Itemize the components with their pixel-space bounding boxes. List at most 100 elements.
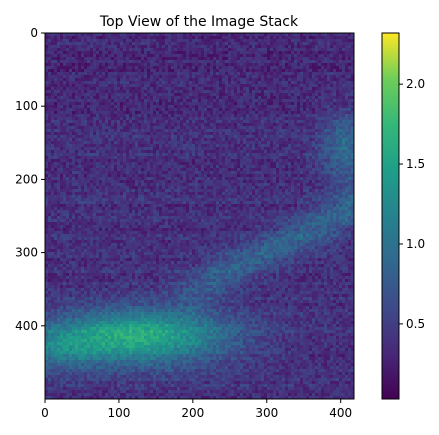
heatmap-cell bbox=[201, 54, 205, 58]
heatmap-cell bbox=[84, 42, 88, 46]
heatmap-cell bbox=[156, 117, 160, 121]
heatmap-cell bbox=[342, 78, 346, 82]
heatmap-cell bbox=[171, 144, 175, 148]
heatmap-cell bbox=[336, 171, 340, 175]
heatmap-cell bbox=[57, 72, 61, 76]
heatmap-cell bbox=[102, 96, 106, 100]
heatmap-cell bbox=[99, 63, 103, 67]
heatmap-cell bbox=[321, 159, 325, 163]
heatmap-cell bbox=[249, 168, 253, 172]
heatmap-cell bbox=[75, 177, 79, 181]
heatmap-cell bbox=[45, 87, 49, 91]
heatmap-cell bbox=[51, 135, 55, 139]
heatmap-cell bbox=[174, 36, 178, 40]
heatmap-cell bbox=[96, 120, 100, 124]
heatmap-cell bbox=[135, 123, 139, 127]
heatmap-cell bbox=[225, 42, 229, 46]
heatmap-cell bbox=[111, 147, 115, 151]
heatmap-cell bbox=[312, 45, 316, 49]
heatmap-cell bbox=[81, 42, 85, 46]
heatmap-cell bbox=[291, 174, 295, 178]
heatmap-cell bbox=[282, 39, 286, 43]
heatmap-cell bbox=[204, 87, 208, 91]
heatmap-cell bbox=[282, 144, 286, 148]
heatmap-cell bbox=[327, 108, 331, 112]
heatmap-cell bbox=[225, 102, 229, 106]
heatmap-cell bbox=[180, 48, 184, 52]
heatmap-cell bbox=[267, 174, 271, 178]
heatmap-cell bbox=[312, 36, 316, 40]
heatmap-cell bbox=[90, 108, 94, 112]
heatmap-cell bbox=[48, 69, 52, 73]
heatmap-cell bbox=[279, 156, 283, 160]
heatmap-cell bbox=[348, 102, 352, 106]
heatmap-cell bbox=[102, 36, 106, 40]
heatmap-cell bbox=[234, 63, 238, 67]
heatmap-cell bbox=[129, 33, 133, 37]
heatmap-cell bbox=[75, 54, 79, 58]
heatmap-cell bbox=[249, 108, 253, 112]
heatmap-cell bbox=[324, 117, 328, 121]
heatmap-cell bbox=[243, 96, 247, 100]
heatmap-cell bbox=[273, 96, 277, 100]
heatmap-cell bbox=[93, 90, 97, 94]
heatmap-cell bbox=[243, 150, 247, 154]
heatmap-cell bbox=[216, 168, 220, 172]
heatmap-cell bbox=[84, 81, 88, 85]
heatmap-cell bbox=[120, 99, 124, 103]
heatmap-cell bbox=[102, 54, 106, 58]
heatmap-cell bbox=[324, 102, 328, 106]
heatmap-cell bbox=[261, 93, 265, 97]
heatmap-cell bbox=[300, 150, 304, 154]
heatmap-cell bbox=[213, 147, 217, 151]
heatmap-cell bbox=[123, 72, 127, 76]
heatmap-cell bbox=[192, 159, 196, 163]
heatmap-cell bbox=[138, 126, 142, 130]
heatmap-cell bbox=[285, 69, 289, 73]
heatmap-cell bbox=[198, 129, 202, 133]
heatmap-cell bbox=[192, 99, 196, 103]
heatmap-cell bbox=[315, 126, 319, 130]
heatmap-cell bbox=[63, 120, 67, 124]
heatmap-cell bbox=[195, 120, 199, 124]
heatmap-cell bbox=[72, 60, 76, 64]
heatmap-cell bbox=[90, 78, 94, 82]
heatmap-cell bbox=[132, 99, 136, 103]
heatmap-cell bbox=[231, 159, 235, 163]
heatmap-cell bbox=[240, 162, 244, 166]
heatmap-cell bbox=[96, 126, 100, 130]
heatmap-cell bbox=[75, 66, 79, 70]
heatmap-cell bbox=[297, 138, 301, 142]
heatmap-cell bbox=[189, 123, 193, 127]
heatmap-cell bbox=[192, 171, 196, 175]
heatmap-cell bbox=[234, 60, 238, 64]
heatmap-cell bbox=[135, 102, 139, 106]
heatmap-cell bbox=[123, 66, 127, 70]
heatmap-cell bbox=[273, 60, 277, 64]
heatmap-cell bbox=[291, 171, 295, 175]
heatmap-cell bbox=[279, 123, 283, 127]
heatmap-cell bbox=[129, 159, 133, 163]
heatmap-cell bbox=[243, 60, 247, 64]
heatmap-cell bbox=[144, 51, 148, 55]
heatmap-cell bbox=[156, 57, 160, 61]
heatmap-cell bbox=[237, 141, 241, 145]
heatmap-cell bbox=[297, 120, 301, 124]
heatmap-cell bbox=[222, 144, 226, 148]
heatmap-cell bbox=[153, 174, 157, 178]
heatmap-cell bbox=[279, 45, 283, 49]
heatmap-cell bbox=[312, 111, 316, 115]
heatmap-cell bbox=[294, 150, 298, 154]
heatmap-cell bbox=[207, 126, 211, 130]
heatmap-cell bbox=[240, 135, 244, 139]
heatmap-cell bbox=[318, 33, 322, 37]
heatmap-cell bbox=[234, 117, 238, 121]
heatmap-cell bbox=[222, 81, 226, 85]
heatmap-cell bbox=[210, 60, 214, 64]
heatmap-cell bbox=[309, 159, 313, 163]
heatmap-cell bbox=[351, 144, 355, 148]
heatmap-cell bbox=[231, 57, 235, 61]
heatmap-cell bbox=[168, 102, 172, 106]
heatmap-cell bbox=[246, 114, 250, 118]
heatmap-cell bbox=[321, 45, 325, 49]
